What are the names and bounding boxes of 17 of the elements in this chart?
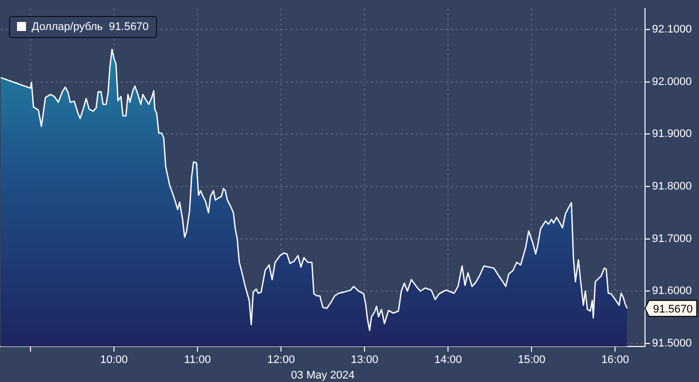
x-tick-label: 11:00	[184, 354, 211, 366]
x-tick-label: 15:00	[518, 354, 546, 366]
y-tick-label: 91.9000	[652, 128, 692, 140]
y-tick-label: 92.1000	[652, 24, 692, 36]
x-tick-label: 13:00	[350, 354, 378, 366]
y-tick-label: 91.7000	[652, 232, 692, 245]
y-tick-label: 91.6000	[652, 285, 692, 298]
y-tick-label: 91.5000	[652, 337, 692, 350]
legend-label: Доллар/рубль 91.5670	[32, 20, 149, 33]
x-axis-title: 03 May 2024	[291, 369, 355, 382]
y-tick-label: 91.8000	[652, 180, 692, 193]
x-tick-label: 16:00	[601, 354, 629, 366]
x-tick-label: 14:00	[434, 354, 462, 366]
x-tick-label: 12:00	[267, 354, 295, 366]
y-tick-label: 92.0000	[652, 76, 692, 88]
text: 91.5670	[653, 303, 693, 316]
x-tick-label: 10:00	[100, 354, 128, 366]
